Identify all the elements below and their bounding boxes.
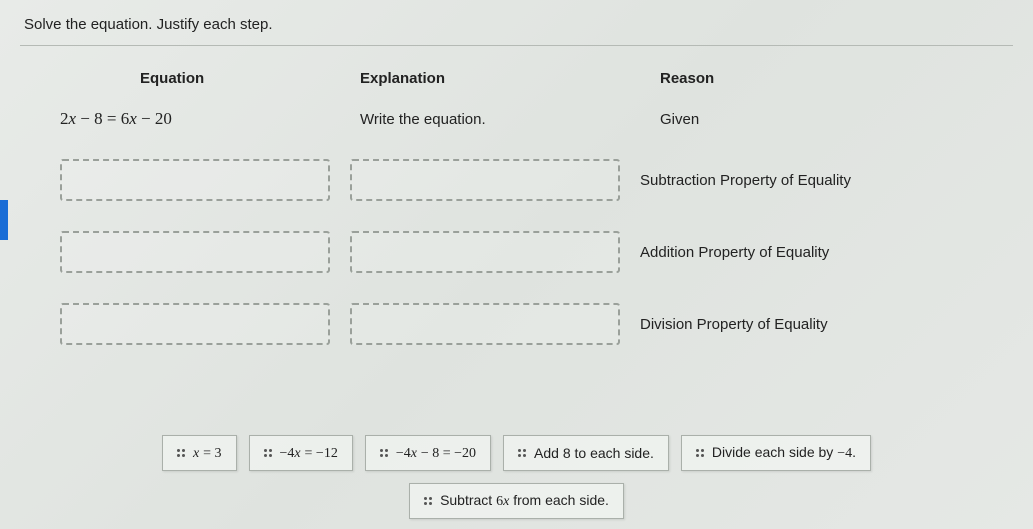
header-explanation: Explanation (360, 70, 660, 87)
side-accent-tab (0, 200, 8, 240)
tile-neg4x-minus8-eq-neg20[interactable]: −4x − 8 = −20 (365, 435, 491, 471)
tile-label: Add 8 to each side. (534, 445, 654, 461)
tile-label: Subtract 6x from each side. (440, 492, 609, 510)
drag-handle-icon (424, 497, 432, 505)
drag-handle-icon (696, 449, 704, 457)
reason-3: Division Property of Equality (640, 316, 828, 333)
dropzone-explanation-3[interactable] (350, 303, 620, 345)
given-explanation: Write the equation. (360, 111, 660, 128)
dropzone-equation-2[interactable] (60, 231, 330, 273)
step-row-2: Addition Property of Equality (60, 231, 960, 273)
answer-tiles-row-1: x = 3 −4x = −12 −4x − 8 = −20 Add 8 to e… (0, 435, 1033, 471)
tile-divide-neg4[interactable]: Divide each side by −4. (681, 435, 871, 471)
header-equation: Equation (60, 70, 360, 87)
drag-handle-icon (380, 449, 388, 457)
tile-subtract-6x[interactable]: Subtract 6x from each side. (409, 483, 624, 519)
step-row-1: Subtraction Property of Equality (60, 159, 960, 201)
tile-add-8[interactable]: Add 8 to each side. (503, 435, 669, 471)
answer-tiles-row-2: Subtract 6x from each side. (0, 483, 1033, 519)
dropzone-equation-1[interactable] (60, 159, 330, 201)
tile-label: −4x − 8 = −20 (396, 444, 476, 462)
given-reason: Given (660, 111, 960, 128)
step-row-3: Division Property of Equality (60, 303, 960, 345)
tile-label: −4x = −12 (280, 444, 338, 462)
header-reason: Reason (660, 70, 960, 87)
tile-label: Divide each side by −4. (712, 444, 856, 462)
tile-neg4x-eq-neg12[interactable]: −4x = −12 (249, 435, 353, 471)
column-headers: Equation Explanation Reason (60, 70, 960, 87)
dropzone-equation-3[interactable] (60, 303, 330, 345)
dropzone-explanation-1[interactable] (350, 159, 620, 201)
reason-2: Addition Property of Equality (640, 244, 829, 261)
instruction-text: Solve the equation. Justify each step. (20, 12, 1013, 46)
drag-handle-icon (177, 449, 185, 457)
dropzone-explanation-2[interactable] (350, 231, 620, 273)
tile-x-equals-3[interactable]: x = 3 (162, 435, 237, 471)
drag-handle-icon (264, 449, 272, 457)
tile-label: x = 3 (193, 444, 222, 462)
reason-1: Subtraction Property of Equality (640, 172, 851, 189)
proof-grid: Equation Explanation Reason 2x − 8 = 6x … (60, 70, 960, 345)
given-equation: 2x − 8 = 6x − 20 (60, 109, 360, 129)
drag-handle-icon (518, 449, 526, 457)
worksheet-page: Solve the equation. Justify each step. E… (0, 0, 1033, 529)
given-row: 2x − 8 = 6x − 20 Write the equation. Giv… (60, 109, 960, 129)
